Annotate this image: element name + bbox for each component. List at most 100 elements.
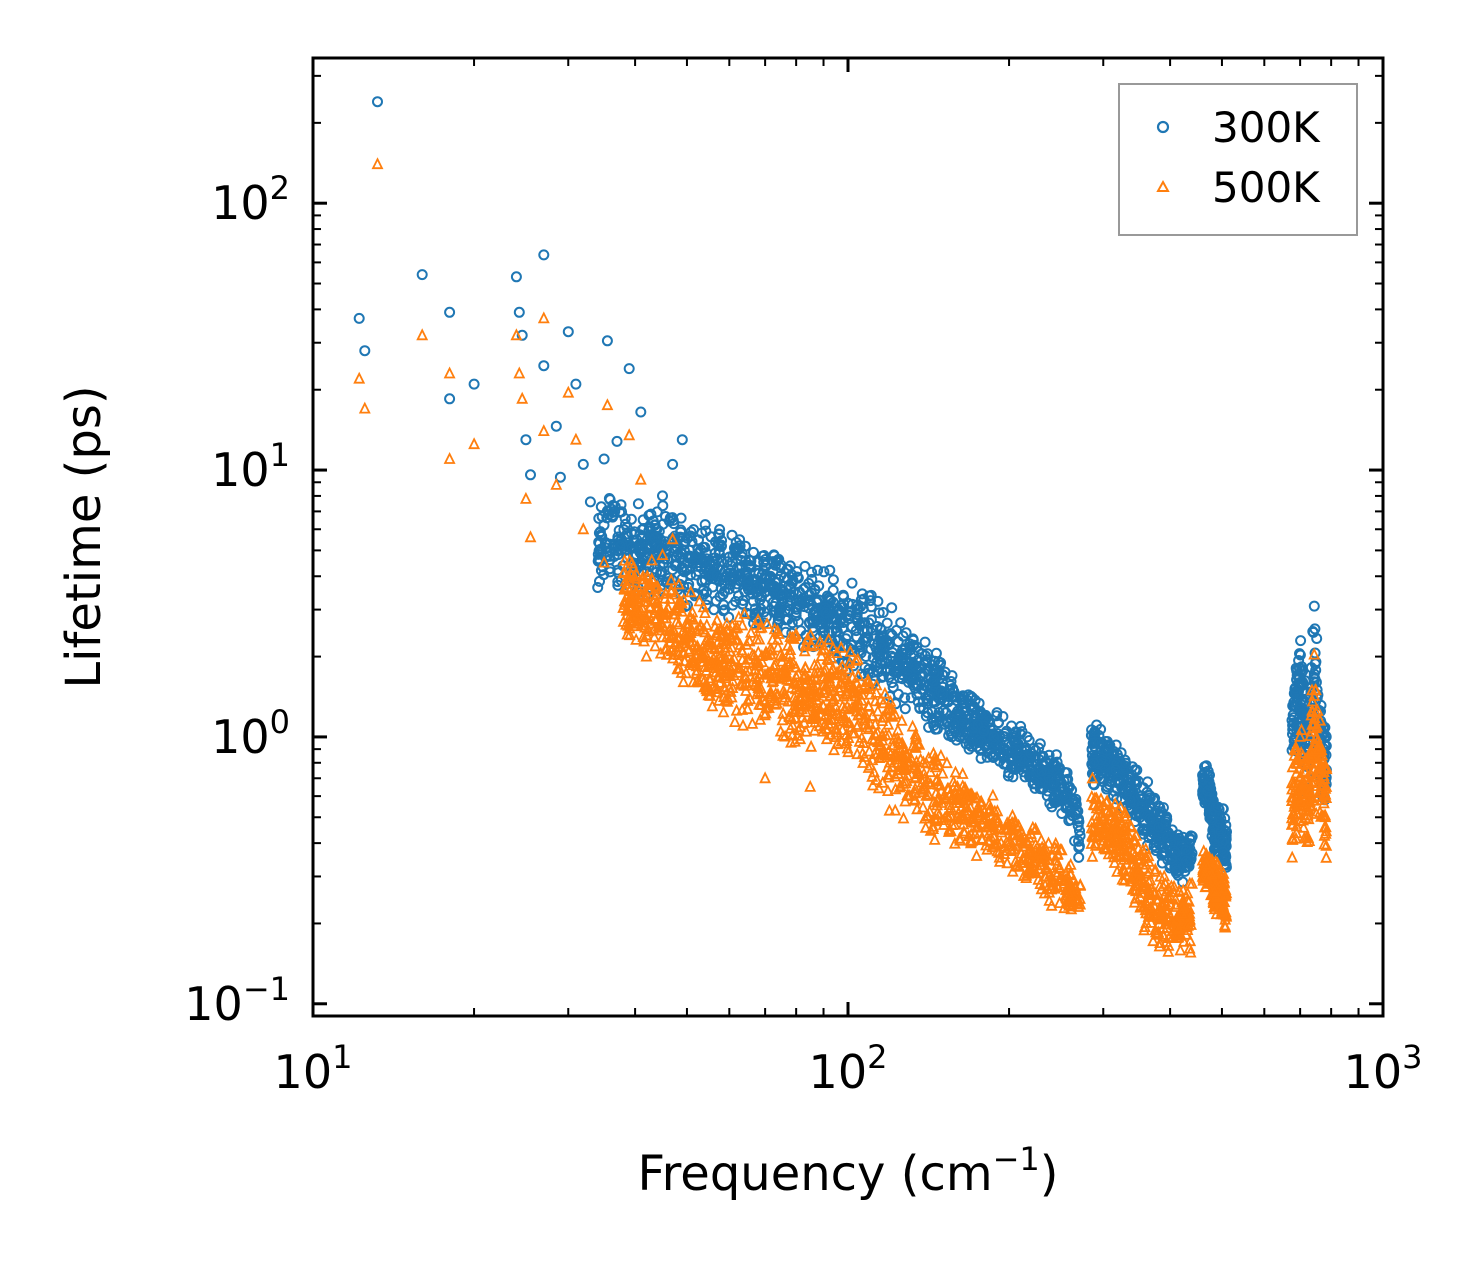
point-500k bbox=[962, 829, 975, 842]
point-500k bbox=[1142, 849, 1155, 862]
point-500k bbox=[823, 689, 836, 702]
point-500k bbox=[676, 625, 689, 638]
point-300k bbox=[1137, 824, 1149, 836]
point-300k bbox=[444, 393, 456, 405]
point-500k bbox=[1305, 749, 1318, 762]
point-300k bbox=[631, 534, 643, 546]
point-500k bbox=[1144, 893, 1157, 906]
point-500k bbox=[889, 748, 902, 761]
point-500k bbox=[851, 747, 864, 760]
point-500k bbox=[1124, 818, 1137, 831]
point-500k bbox=[909, 781, 922, 794]
point-500k bbox=[980, 820, 992, 833]
point-500k bbox=[621, 627, 634, 640]
point-500k bbox=[1138, 923, 1151, 936]
point-500k bbox=[752, 658, 765, 671]
point-300k bbox=[1289, 682, 1301, 694]
point-500k bbox=[1184, 934, 1197, 947]
point-500k bbox=[840, 734, 853, 747]
point-500k bbox=[1116, 862, 1129, 875]
point-500k bbox=[702, 630, 715, 643]
point-300k bbox=[690, 569, 702, 581]
point-500k bbox=[958, 826, 971, 839]
point-500k bbox=[618, 581, 631, 594]
y-tick-label-exponent: 0 bbox=[270, 703, 290, 741]
point-500k bbox=[805, 639, 818, 652]
point-500k bbox=[834, 668, 847, 681]
point-300k bbox=[978, 720, 990, 732]
point-300k bbox=[644, 521, 656, 533]
point-500k bbox=[1144, 887, 1157, 900]
point-500k bbox=[1088, 798, 1101, 811]
point-500k bbox=[935, 784, 948, 797]
x-tick-label: 101 bbox=[274, 1038, 353, 1099]
point-500k bbox=[826, 663, 839, 675]
point-500k bbox=[1093, 819, 1106, 832]
point-500k bbox=[1133, 853, 1146, 866]
point-500k bbox=[1114, 800, 1127, 813]
point-500k bbox=[986, 840, 999, 853]
point-300k bbox=[668, 518, 680, 530]
point-300k bbox=[984, 748, 996, 760]
point-500k bbox=[759, 694, 772, 707]
point-300k bbox=[948, 686, 960, 697]
point-500k bbox=[827, 641, 840, 654]
point-500k bbox=[862, 760, 875, 773]
point-500k bbox=[809, 683, 821, 696]
point-500k bbox=[649, 579, 662, 592]
point-300k bbox=[851, 609, 863, 621]
point-300k bbox=[707, 581, 719, 593]
point-500k bbox=[687, 612, 700, 625]
point-300k bbox=[444, 306, 456, 318]
point-300k bbox=[741, 566, 753, 578]
point-500k bbox=[897, 776, 910, 789]
point-300k bbox=[655, 566, 667, 577]
x-tick-label-exponent: 2 bbox=[867, 1038, 887, 1076]
point-500k bbox=[1027, 861, 1040, 874]
point-300k bbox=[632, 498, 644, 510]
point-500k bbox=[859, 707, 872, 720]
point-500k bbox=[819, 721, 832, 734]
point-300k bbox=[981, 738, 993, 750]
point-500k bbox=[1001, 856, 1014, 869]
point-500k bbox=[524, 530, 537, 543]
point-300k bbox=[840, 633, 852, 645]
point-500k bbox=[617, 566, 630, 579]
point-300k bbox=[910, 671, 922, 683]
point-500k bbox=[751, 679, 764, 692]
point-300k bbox=[763, 580, 775, 592]
point-500k bbox=[637, 630, 650, 643]
point-500k bbox=[896, 736, 909, 749]
point-300k bbox=[887, 681, 899, 693]
point-300k bbox=[604, 563, 616, 575]
point-500k bbox=[468, 437, 481, 450]
point-500k bbox=[1218, 918, 1231, 931]
point-300k bbox=[835, 599, 847, 611]
point-300k bbox=[1037, 758, 1049, 770]
point-300k bbox=[714, 528, 725, 540]
point-500k bbox=[848, 726, 861, 739]
point-500k bbox=[911, 802, 924, 815]
point-500k bbox=[1109, 796, 1122, 809]
point-500k bbox=[1097, 809, 1110, 822]
point-500k bbox=[985, 823, 998, 836]
point-500k bbox=[975, 831, 988, 844]
point-500k bbox=[1111, 808, 1124, 821]
point-500k bbox=[1011, 858, 1024, 871]
point-300k bbox=[857, 603, 869, 614]
point-500k bbox=[1286, 850, 1299, 863]
point-500k bbox=[995, 825, 1008, 838]
point-500k bbox=[806, 672, 819, 685]
y-tick-label-base: 10 bbox=[211, 176, 270, 230]
point-300k bbox=[744, 608, 756, 620]
point-500k bbox=[1295, 723, 1308, 735]
point-500k bbox=[1313, 765, 1326, 777]
point-500k bbox=[1311, 703, 1324, 716]
point-500k bbox=[1112, 842, 1125, 854]
point-300k bbox=[747, 595, 759, 607]
point-500k bbox=[1125, 871, 1138, 884]
point-500k bbox=[670, 600, 683, 613]
point-300k bbox=[584, 496, 596, 508]
point-500k bbox=[598, 555, 611, 568]
point-300k bbox=[700, 525, 712, 537]
